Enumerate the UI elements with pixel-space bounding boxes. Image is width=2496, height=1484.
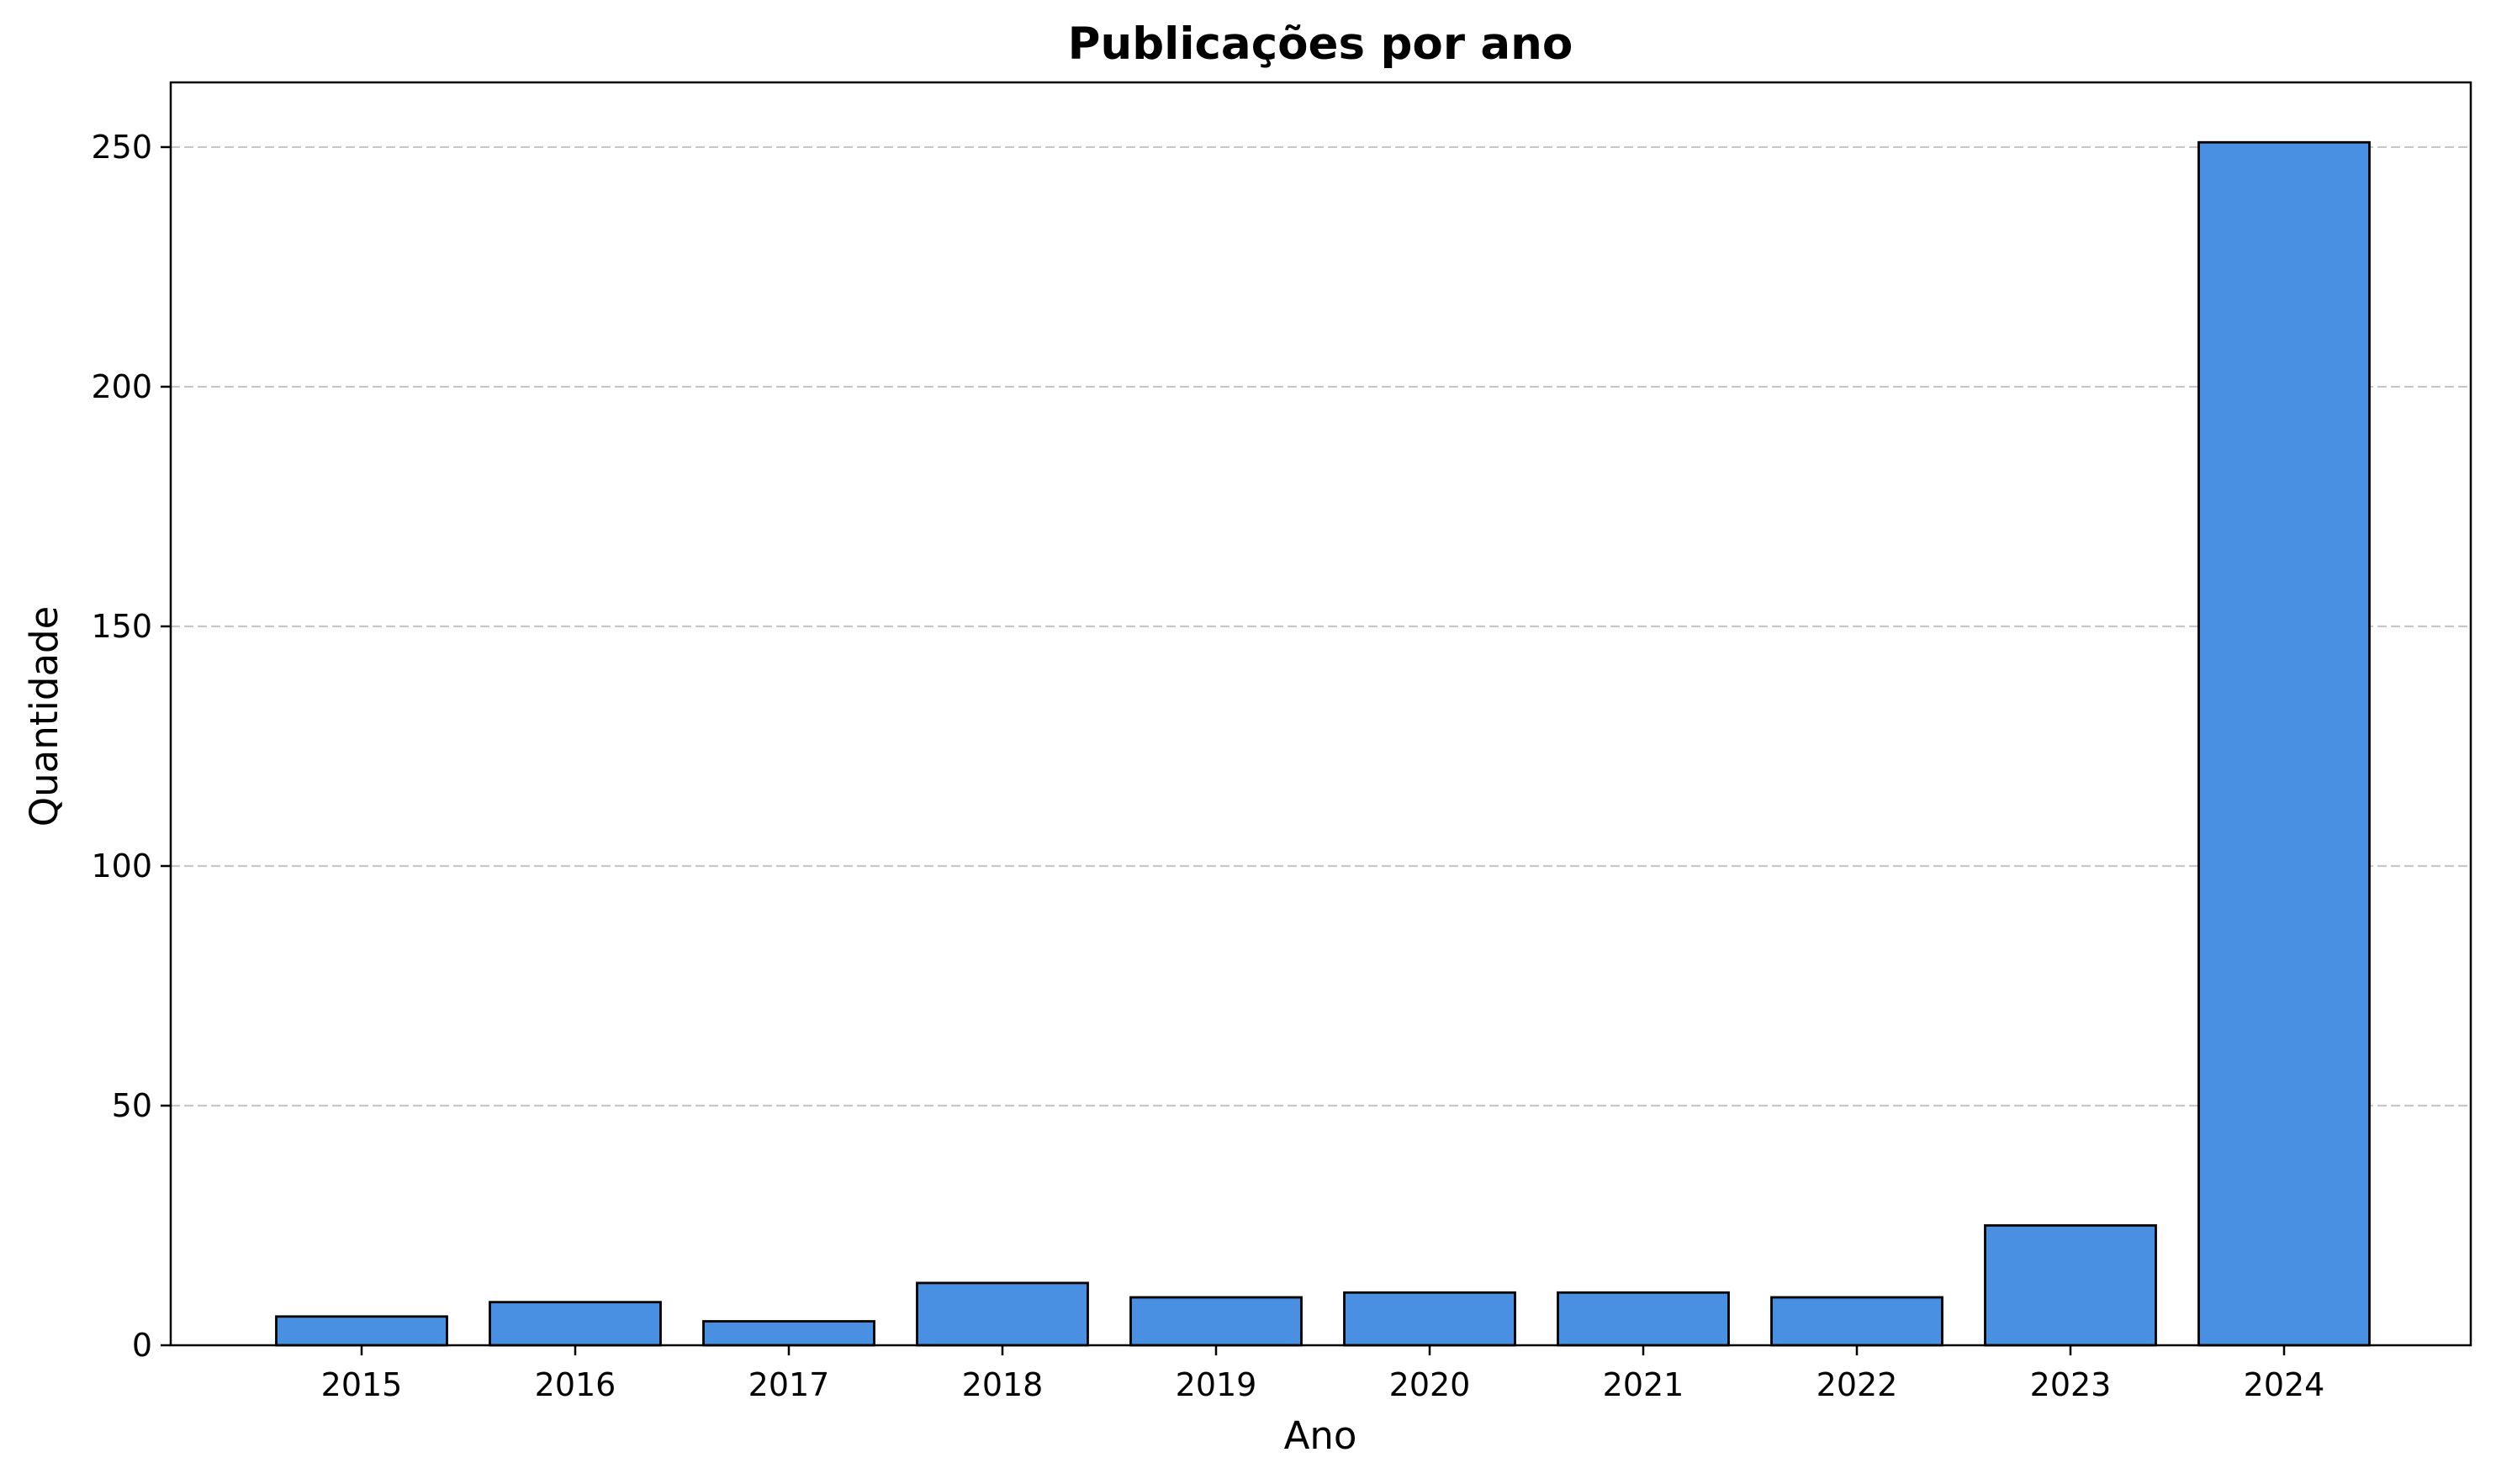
x-tick-label: 2019 (1176, 1366, 1257, 1403)
x-tick-label: 2023 (2030, 1366, 2112, 1403)
chart-title: Publicações por ano (1068, 18, 1573, 70)
x-tick-label: 2017 (748, 1366, 830, 1403)
bar-2017 (702, 1320, 875, 1347)
x-axis-ticks: 2015 2016 2017 2018 2019 2020 2021 2022 2023 2024 (321, 1345, 2325, 1403)
x-tick-label: 2024 (2244, 1366, 2325, 1403)
bar-2018 (916, 1281, 1089, 1347)
y-tick-label: 0 (132, 1327, 152, 1364)
y-tick-label: 200 (91, 368, 152, 405)
y-tick-label: 100 (91, 848, 152, 885)
bar-2015 (275, 1315, 448, 1347)
x-tick-label: 2015 (321, 1366, 403, 1403)
y-tick-label: 150 (91, 608, 152, 645)
y-tick-label: 250 (91, 129, 152, 166)
bar-2020 (1343, 1291, 1516, 1347)
x-tick-label: 2018 (962, 1366, 1044, 1403)
x-tick-label: 2022 (1816, 1366, 1898, 1403)
x-tick-label: 2020 (1389, 1366, 1471, 1403)
y-axis-ticks: 0 50 100 150 200 250 (91, 129, 171, 1364)
bar-2022 (1770, 1296, 1943, 1347)
bar-2021 (1557, 1291, 1730, 1347)
y-axis-label: Quantidade (22, 606, 66, 827)
bar-2019 (1129, 1296, 1303, 1347)
x-tick-label: 2016 (535, 1366, 616, 1403)
x-axis-label: Ano (1284, 1413, 1357, 1458)
x-tick-label: 2021 (1603, 1366, 1684, 1403)
bar-2016 (489, 1301, 662, 1347)
bars (275, 140, 2371, 1347)
bar-2024 (2197, 140, 2371, 1347)
plot-frame (169, 81, 2472, 1347)
bar-2023 (1984, 1224, 2157, 1347)
grid-lines (171, 145, 2471, 1107)
y-tick-label: 50 (112, 1087, 152, 1124)
